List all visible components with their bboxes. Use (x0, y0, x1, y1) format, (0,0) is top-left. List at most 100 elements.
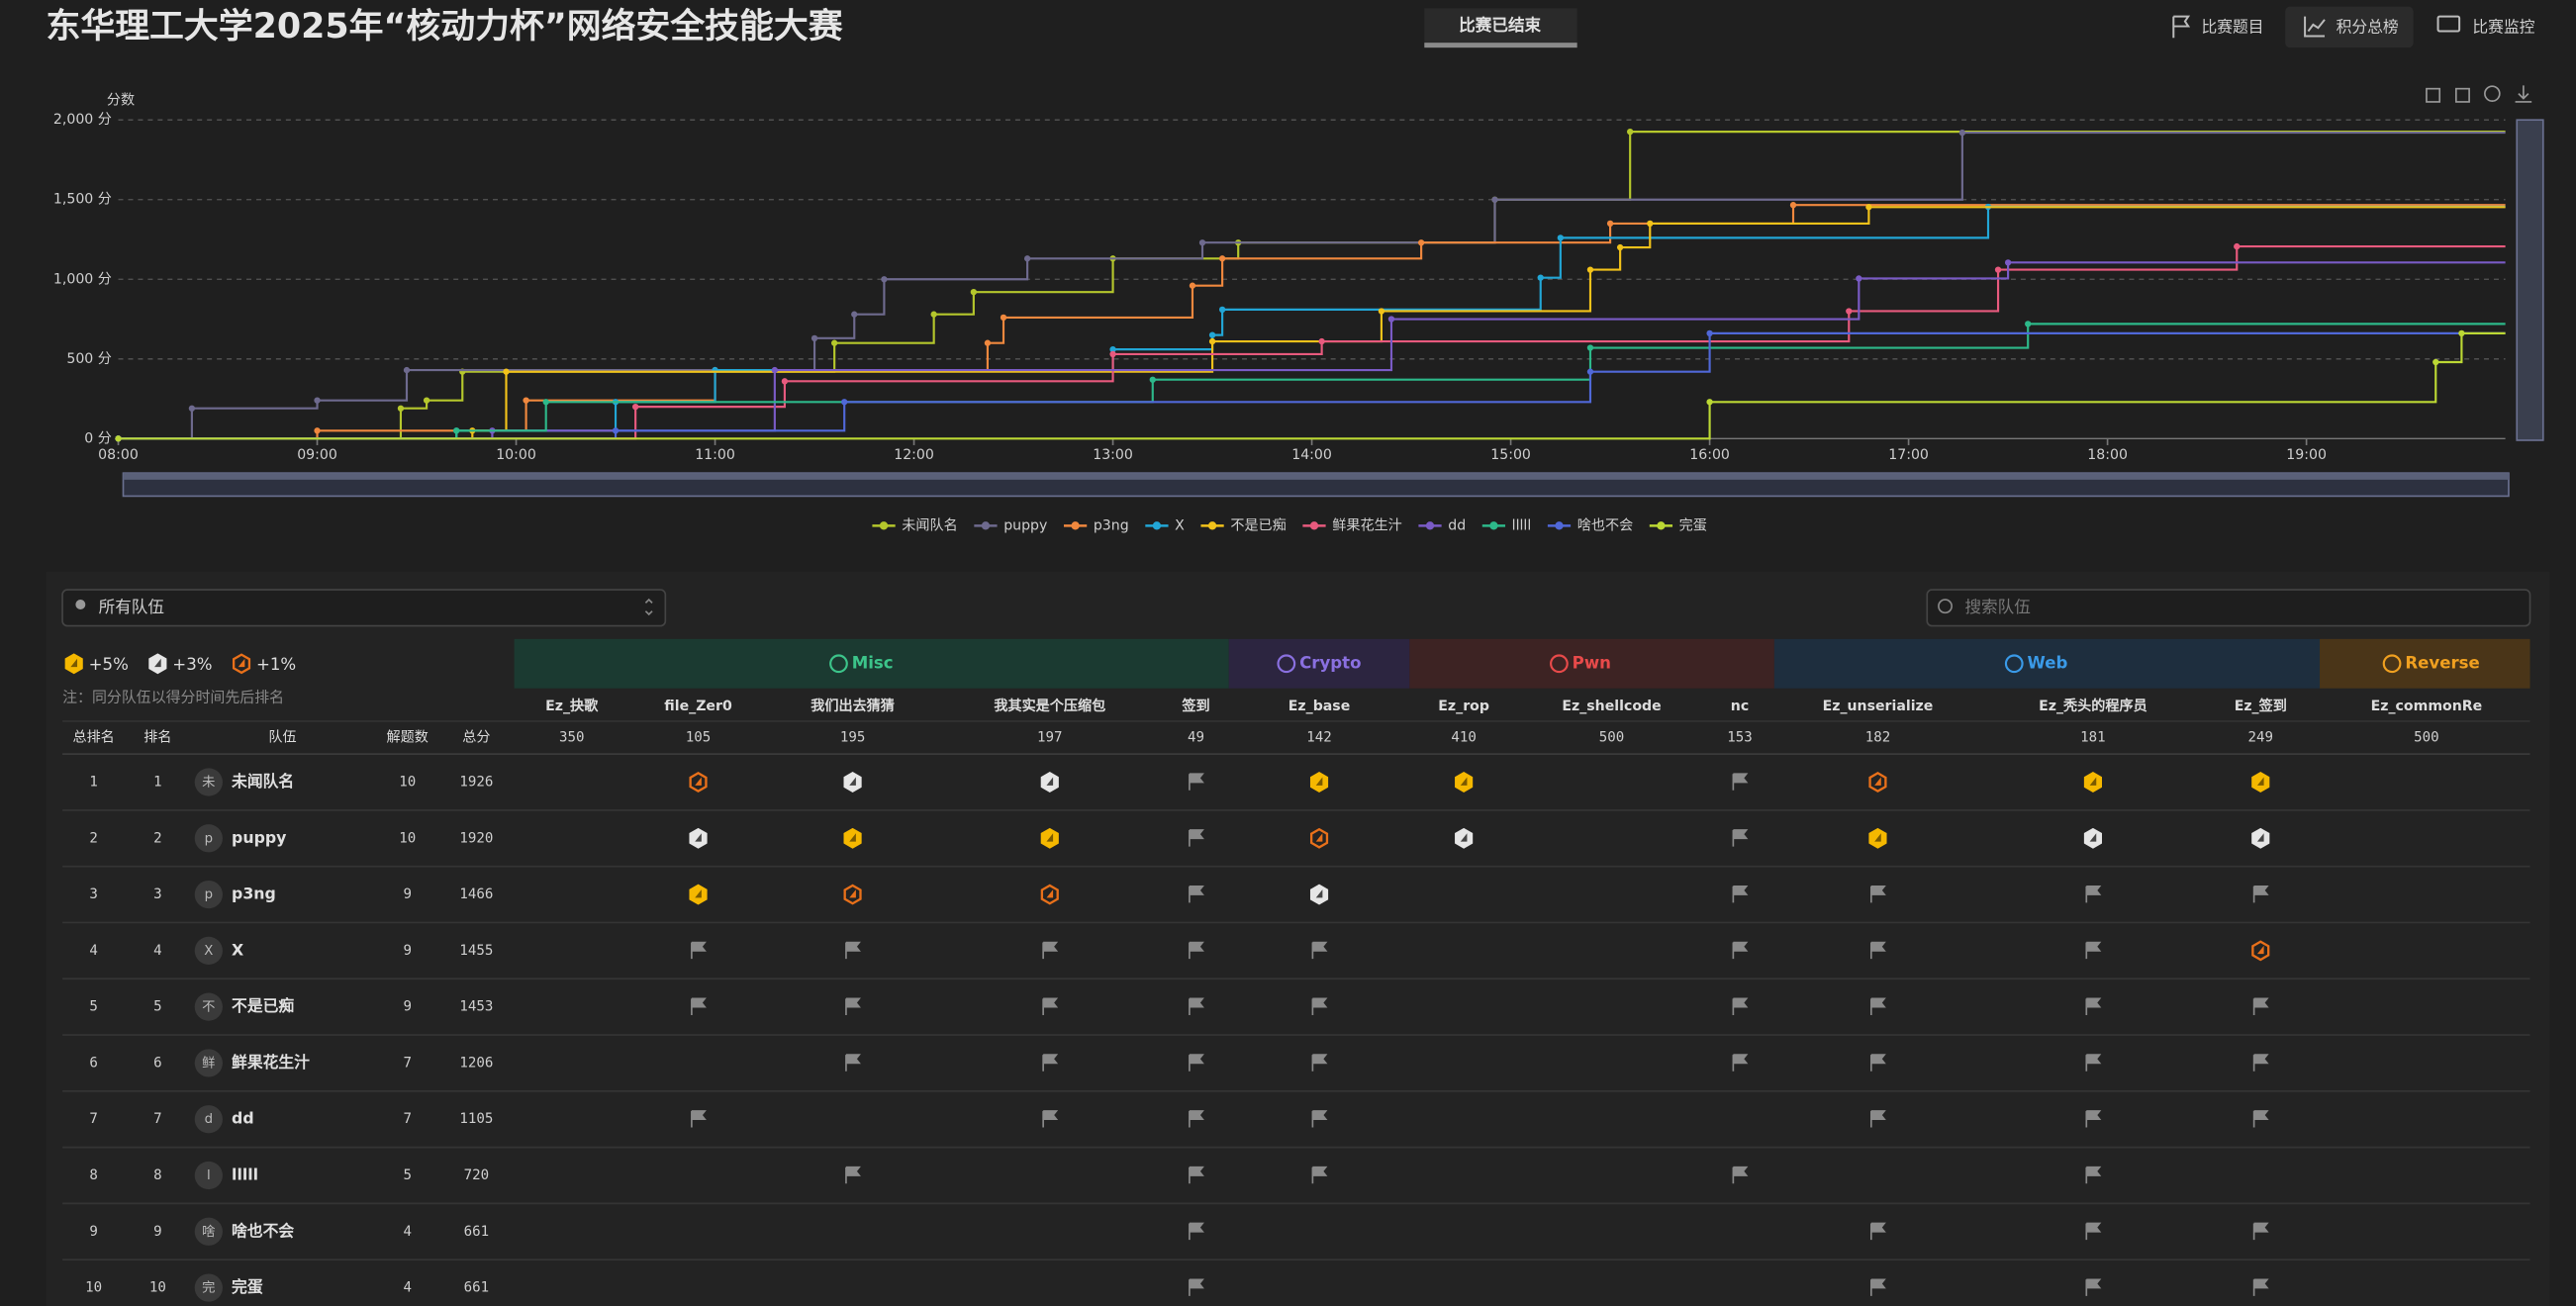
series-point (1318, 337, 1325, 345)
solved-flag (1732, 997, 1749, 1015)
series-point (2433, 358, 2439, 366)
series-point (188, 405, 196, 412)
solved-flag (1042, 1110, 1059, 1128)
team-row: 7 7 d dd 7 1105 (62, 1105, 2530, 1149)
team-avatar (194, 936, 223, 965)
total-score: 661 (464, 1280, 489, 1296)
series-point (881, 276, 888, 283)
solved-flag (1311, 997, 1328, 1015)
legend-item[interactable]: lllll (1481, 517, 1532, 533)
legend-item[interactable]: dd (1418, 517, 1466, 533)
legend-label: dd (1448, 517, 1466, 533)
series-point (1865, 204, 1872, 211)
team-search[interactable] (1926, 589, 2531, 627)
legend-item[interactable]: p3ng (1063, 517, 1129, 533)
solved-flag (1189, 1110, 1204, 1128)
rank: 10 (149, 1280, 166, 1296)
y-axis-label: 分数 (107, 92, 135, 108)
category-icon (829, 654, 848, 674)
solved-flag (2252, 997, 2269, 1015)
total-score: 661 (464, 1224, 489, 1240)
solved-count: 9 (403, 886, 411, 902)
legend-dot (1071, 521, 1080, 530)
total-score: 1455 (459, 943, 493, 959)
solved-flag (1732, 829, 1749, 847)
solved-flag (1311, 1110, 1328, 1128)
solved-flag (845, 1054, 861, 1072)
legend-label: lllll (1512, 517, 1532, 533)
team-row: 3 3 p p3ng 9 1466 (62, 880, 2530, 924)
solved-flag (1311, 1054, 1328, 1072)
y-zoom-slider[interactable] (2516, 119, 2544, 441)
filter-icon (75, 600, 86, 609)
tool-restore[interactable] (2484, 85, 2501, 102)
tool-back[interactable] (2454, 87, 2470, 103)
solved-flag (1189, 1054, 1204, 1072)
team-avatar (194, 1273, 223, 1302)
rank: 1 (153, 775, 161, 791)
series-point (1706, 329, 1713, 337)
challenge-name: Ez_签到 (2235, 698, 2287, 714)
solved-flag (845, 997, 861, 1015)
chart-toolbar[interactable] (2426, 85, 2532, 103)
solved-count: 10 (399, 775, 416, 791)
tool-save[interactable] (2515, 85, 2532, 103)
silver-blood-icon (843, 772, 862, 793)
solved-flag (2085, 1222, 2102, 1241)
series-point (2004, 259, 2012, 266)
total-score: 1926 (459, 775, 493, 791)
legend-dot (1152, 521, 1162, 530)
hex-glyph (695, 889, 702, 898)
challenge-points: 500 (2414, 730, 2438, 746)
team-avatar-letter: 不 (202, 1000, 215, 1015)
legend-item[interactable]: 啥也不会 (1547, 517, 1633, 533)
x-zoom-handle-bar[interactable] (123, 473, 2509, 480)
series-point (1958, 129, 1966, 137)
solved-flag (1189, 1222, 1204, 1241)
legend: 未闻队名 puppy p3ng X 不是已痴 鲜果花生汁 dd lllll 啥也不会 完蛋 (872, 517, 1707, 533)
series-point (811, 334, 818, 342)
challenge-points: 249 (2248, 730, 2273, 746)
challenge-points: 49 (1188, 730, 1204, 746)
solved-flag (1869, 1054, 1886, 1072)
series-point (851, 311, 858, 318)
legend-item[interactable]: X (1145, 517, 1185, 533)
series-point (1189, 282, 1196, 289)
solved-flag (1732, 885, 1749, 903)
solved-flag (1732, 773, 1749, 791)
category-icon (1550, 654, 1569, 674)
team-filter[interactable] (61, 589, 667, 627)
legend-item[interactable]: 鲜果花生汁 (1302, 517, 1402, 533)
bonus-label: +3% (172, 655, 212, 674)
rank: 6 (153, 1055, 161, 1071)
legend-dot (981, 521, 991, 530)
hex (1868, 772, 1887, 793)
tool-zoom[interactable] (2426, 87, 2441, 103)
hex-glyph (70, 658, 78, 668)
legend-item[interactable]: puppy (974, 517, 1047, 533)
nav-item[interactable]: 比赛题目 (2202, 18, 2264, 37)
team-name: 啥也不会 (232, 1221, 294, 1240)
solved-flag (1042, 1054, 1059, 1072)
x-tick-label: 12:00 (894, 447, 934, 463)
solved-flag (1869, 1278, 1886, 1296)
category-name: Web (2028, 653, 2068, 672)
series-point (1616, 243, 1624, 251)
solved-flag (2252, 1054, 2269, 1072)
series-point (781, 378, 789, 385)
series-point (1000, 314, 1007, 322)
solved-flag (1189, 997, 1204, 1015)
silver-blood-icon (2251, 827, 2270, 849)
legend-dot (1657, 521, 1666, 530)
y-tick-label: 0 分 (84, 430, 112, 446)
nav-item[interactable]: 积分总榜 (2337, 18, 2399, 37)
nav-item[interactable]: 比赛监控 (2472, 18, 2534, 37)
legend-item[interactable]: 未闻队名 (872, 517, 958, 533)
series-point (2025, 321, 2032, 327)
column-header: 排名 (143, 730, 171, 746)
legend-item[interactable]: 完蛋 (1649, 517, 1707, 533)
solved-count: 7 (403, 1111, 411, 1127)
status-tab[interactable] (1424, 8, 1577, 45)
solved-flag (1311, 1166, 1328, 1184)
legend-item[interactable]: 不是已痴 (1200, 517, 1287, 533)
